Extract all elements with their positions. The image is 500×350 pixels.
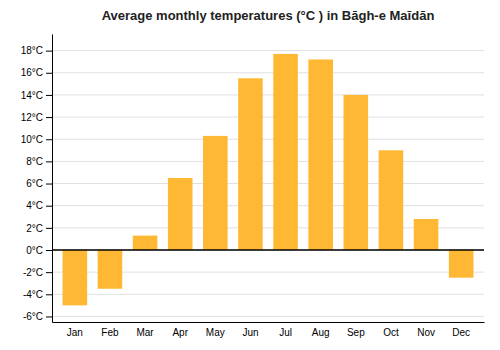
y-tick: 2°C: [26, 223, 52, 234]
y-tick-mark: [46, 272, 52, 273]
y-tick-label: 8°C: [26, 156, 43, 167]
y-tick: -4°C: [23, 289, 52, 300]
y-tick-mark: [46, 95, 52, 96]
y-tick: 18°C: [21, 45, 52, 56]
bar: [414, 219, 439, 250]
x-tick: Apr: [172, 327, 188, 338]
x-tick: Jun: [242, 327, 258, 338]
x-tick-label: Dec: [452, 327, 470, 338]
y-tick-label: 2°C: [26, 223, 43, 234]
y-tick: 4°C: [26, 200, 52, 211]
y-tick-mark: [46, 206, 52, 207]
bar: [449, 250, 474, 278]
grid-line: [52, 183, 484, 184]
y-tick-label: 0°C: [26, 245, 43, 256]
y-tick-label: 10°C: [21, 134, 43, 145]
grid-line: [52, 294, 484, 295]
x-tick: Sep: [347, 327, 365, 338]
y-tick-mark: [46, 139, 52, 140]
bar: [273, 54, 298, 250]
x-tick: Feb: [101, 327, 119, 338]
y-tick: 0°C: [26, 245, 52, 256]
x-tick-label: Sep: [347, 327, 365, 338]
grid-line: [52, 316, 484, 317]
x-tick-label: Apr: [172, 327, 188, 338]
y-tick-mark: [46, 228, 52, 229]
grid-line: [52, 72, 484, 73]
y-tick-label: 12°C: [21, 112, 43, 123]
grid-line: [52, 94, 484, 95]
y-axis: -6°C -4°C -2°C 0°C 2°C 4°C 6°C 8°C 10°C 12°C 14°C 1…: [21, 35, 53, 323]
x-tick: Aug: [312, 327, 330, 338]
y-tick: 8°C: [26, 156, 52, 167]
y-tick: 10°C: [21, 134, 52, 145]
y-tick-label: -4°C: [23, 289, 43, 300]
y-tick-label: -2°C: [23, 267, 43, 278]
plot: -6°C -4°C -2°C 0°C 2°C 4°C 6°C 8°C 10°C 12°C 14°C 1…: [21, 35, 485, 339]
y-tick-label: 4°C: [26, 200, 43, 211]
x-tick: Jan: [67, 327, 83, 338]
x-tick-label: Oct: [383, 327, 399, 338]
x-tick: Nov: [417, 327, 435, 338]
x-tick: May: [206, 327, 225, 338]
bar: [379, 150, 404, 250]
y-tick: -6°C: [23, 311, 52, 322]
grid-line: [52, 50, 484, 51]
y-tick: 12°C: [21, 112, 52, 123]
y-tick-mark: [46, 117, 52, 118]
y-tick-mark: [46, 250, 52, 251]
bar: [168, 178, 193, 250]
bars: [63, 54, 474, 305]
bar: [98, 250, 123, 289]
x-tick-label: May: [206, 327, 225, 338]
x-tick: Mar: [136, 327, 154, 338]
bar: [344, 95, 369, 250]
bar: [308, 59, 333, 250]
y-tick-mark: [46, 316, 52, 317]
y-tick-label: 14°C: [21, 90, 43, 101]
y-tick: 14°C: [21, 90, 52, 101]
grid-line: [52, 117, 484, 118]
y-tick-mark: [46, 184, 52, 185]
x-tick-label: Nov: [417, 327, 435, 338]
y-tick-mark: [46, 161, 52, 162]
y-tick-mark: [46, 73, 52, 74]
x-axis: Jan Feb Mar Apr May Jun Jul Aug Sep Oct Nov Dec: [53, 323, 485, 339]
grid-line: [52, 250, 484, 251]
x-axis-line: [53, 322, 485, 323]
zero-line: [52, 249, 484, 251]
y-tick-mark: [46, 51, 52, 52]
x-tick-label: Jul: [279, 327, 292, 338]
y-tick-label: 18°C: [21, 45, 43, 56]
bar: [133, 236, 158, 250]
bar: [238, 78, 263, 250]
x-tick: Dec: [452, 327, 470, 338]
grid-line: [52, 205, 484, 206]
title: Average monthly temperatures (°C ) in Bā…: [102, 8, 435, 23]
x-tick-label: Feb: [101, 327, 119, 338]
x-tick-label: Jan: [67, 327, 83, 338]
x-tick-label: Mar: [136, 327, 154, 338]
y-tick-mark: [46, 294, 52, 295]
x-tick: Jul: [279, 327, 292, 338]
y-tick-label: 16°C: [21, 67, 43, 78]
grid-line: [52, 161, 484, 162]
y-tick-label: -6°C: [23, 311, 43, 322]
y-tick: 6°C: [26, 178, 52, 189]
chart: -6°C -4°C -2°C 0°C 2°C 4°C 6°C 8°C 10°C 12°C 14°C 1…: [0, 0, 500, 350]
bar: [203, 136, 228, 250]
y-axis-line: [52, 35, 53, 323]
x-tick: Oct: [383, 327, 399, 338]
x-tick-label: Jun: [242, 327, 258, 338]
grid: [52, 51, 484, 317]
x-tick-label: Aug: [312, 327, 330, 338]
y-tick: -2°C: [23, 267, 52, 278]
grid-line: [52, 139, 484, 140]
y-tick: 16°C: [21, 67, 52, 78]
y-tick-label: 6°C: [26, 178, 43, 189]
bar: [63, 250, 88, 305]
